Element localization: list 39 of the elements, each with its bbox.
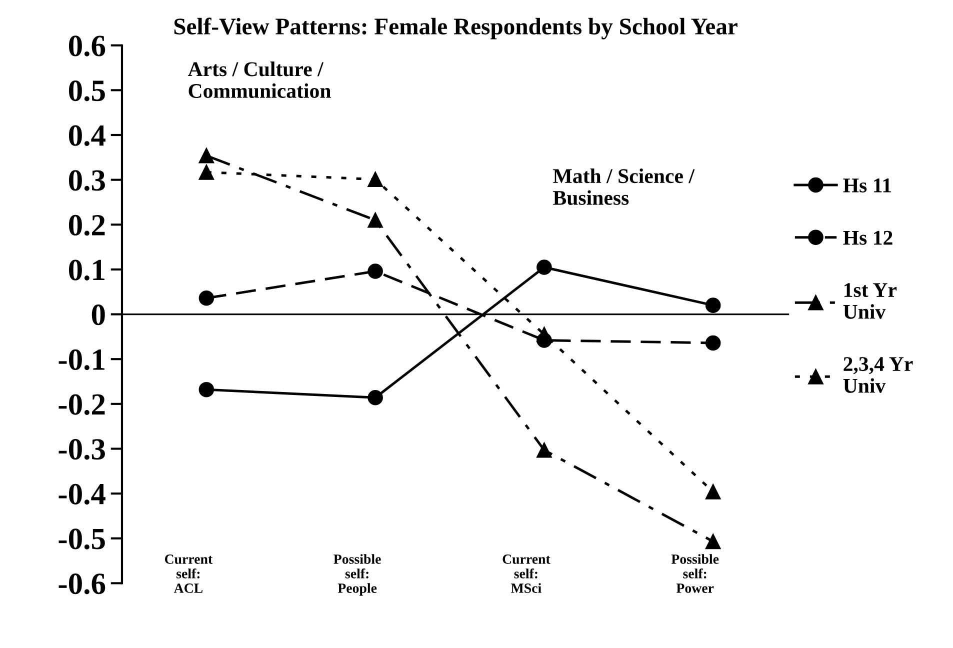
y-tick-label: -0.6	[58, 573, 106, 594]
point	[198, 290, 214, 306]
y-tick-label: -0.3	[58, 439, 105, 460]
y-tick-label: 0.1	[68, 260, 104, 280]
x-tick-label: Current self: MSci	[502, 554, 550, 593]
point	[536, 332, 552, 348]
annotation: Math / Science / Business	[553, 168, 695, 205]
chart-title: Self-View Patterns: Female Respondents by School Year	[174, 18, 738, 40]
x-tick-label: Possible self: Power	[671, 554, 719, 593]
annotation: Arts / Culture / Communication	[188, 62, 331, 98]
y-tick-label: 0.3	[68, 170, 105, 191]
y-tick-label: 0.5	[68, 80, 105, 102]
point	[705, 484, 721, 500]
point	[368, 212, 383, 228]
point	[705, 534, 721, 550]
y-tick-label: -0.2	[58, 394, 105, 415]
legend-label: Hs 11	[843, 178, 891, 192]
x-tick-label: Current self: ACL	[164, 554, 213, 593]
y-tick-label: 0.4	[68, 125, 106, 146]
legend-label: 1st Yr Univ	[843, 283, 897, 319]
legend-label: 2,3,4 Yr Univ	[843, 357, 913, 393]
point	[536, 260, 552, 275]
point	[368, 264, 383, 279]
x-tick-label: Possible self: People	[334, 554, 381, 596]
y-tick-label: 0	[92, 304, 105, 326]
point	[368, 172, 383, 188]
point	[368, 390, 383, 406]
point	[198, 382, 214, 398]
y-tick-label: -0.4	[58, 484, 106, 505]
point	[705, 298, 721, 313]
y-tick-label: -0.1	[58, 349, 104, 370]
y-tick-label: -0.5	[58, 528, 105, 550]
point	[705, 335, 721, 351]
point	[198, 148, 214, 164]
y-tick-label: 0.2	[68, 214, 105, 236]
point	[198, 164, 214, 180]
y-tick-label: 0.6	[68, 36, 106, 56]
legend-label: Hs 12	[843, 230, 892, 245]
point	[536, 442, 552, 458]
